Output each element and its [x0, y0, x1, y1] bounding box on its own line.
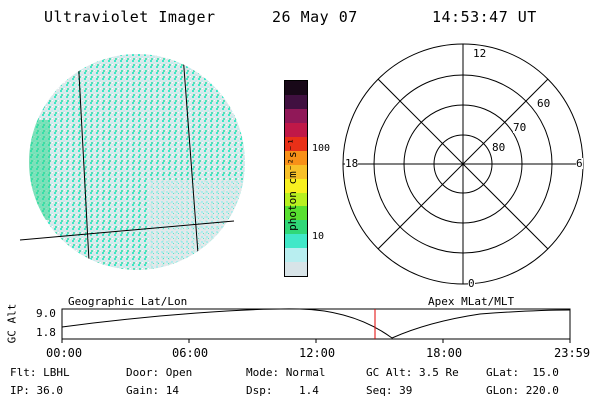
info-gain: Gain: 14 [126, 384, 179, 397]
info-glat: GLat: 15.0 [486, 366, 559, 379]
color-scale-bar [284, 80, 308, 277]
colorbar-band [285, 150, 307, 165]
colorbar-band [285, 192, 307, 207]
orbit-left-title: Geographic Lat/Lon [68, 295, 188, 308]
info-glon: GLon: 220.0 [486, 384, 559, 397]
polar-lat-80: 80 [492, 141, 506, 154]
colorbar-band [285, 206, 307, 221]
info-ip: IP: 36.0 [10, 384, 63, 397]
polar-label-18: 18 [345, 157, 359, 170]
colorbar-tick-10: 10 [312, 231, 325, 242]
orbit-y-top: 9.0 [36, 307, 56, 320]
polar-lat-60: 60 [537, 97, 551, 110]
orbit-y-bottom: 1.8 [36, 326, 56, 339]
info-door: Door: Open [126, 366, 193, 379]
colorbar-band [285, 94, 307, 109]
orbit-axis-label: GC Alt [5, 303, 19, 344]
colorbar-tick-100: 100 [312, 143, 331, 154]
colorbar-band [285, 136, 307, 151]
orbit-x-tick-1: 06:00 [172, 346, 209, 360]
instrument-title: Ultraviolet Imager [44, 8, 216, 26]
orbit-x-tick-0: 00:00 [46, 346, 83, 360]
polar-lat-70: 70 [513, 121, 527, 134]
info-gc-alt: GC Alt: 3.5 Re [366, 366, 459, 379]
info-dsp: Dsp: 1.4 [246, 384, 319, 397]
colorbar-band [285, 178, 307, 193]
colorbar-band [285, 248, 307, 263]
date-label: 26 May 07 [272, 8, 358, 26]
info-mode: Mode: Normal [246, 366, 326, 379]
info-seq: Seq: 39 [366, 384, 413, 397]
colorbar-unit-label: photon cm⁻²s⁻¹ [285, 138, 299, 231]
info-filter: Flt: LBHL [10, 366, 70, 379]
colorbar-band [285, 234, 307, 249]
orbit-right-title: Apex MLat/MLT [428, 295, 515, 308]
colorbar-band [285, 108, 307, 123]
colorbar-band [285, 220, 307, 235]
orbit-x-tick-3: 18:00 [426, 346, 463, 360]
colorbar-band [285, 164, 307, 179]
polar-label-12: 12 [473, 47, 487, 60]
polar-label-6: 6 [576, 157, 583, 170]
colorbar-band [285, 262, 307, 277]
colorbar-band [285, 81, 307, 95]
orbit-x-tick-2: 12:00 [299, 346, 336, 360]
colorbar-band [285, 122, 307, 137]
polar-label-0: 0 [468, 277, 475, 290]
time-label: 14:53:47 UT [432, 8, 537, 26]
orbit-x-tick-4: 23:59 [554, 346, 591, 360]
